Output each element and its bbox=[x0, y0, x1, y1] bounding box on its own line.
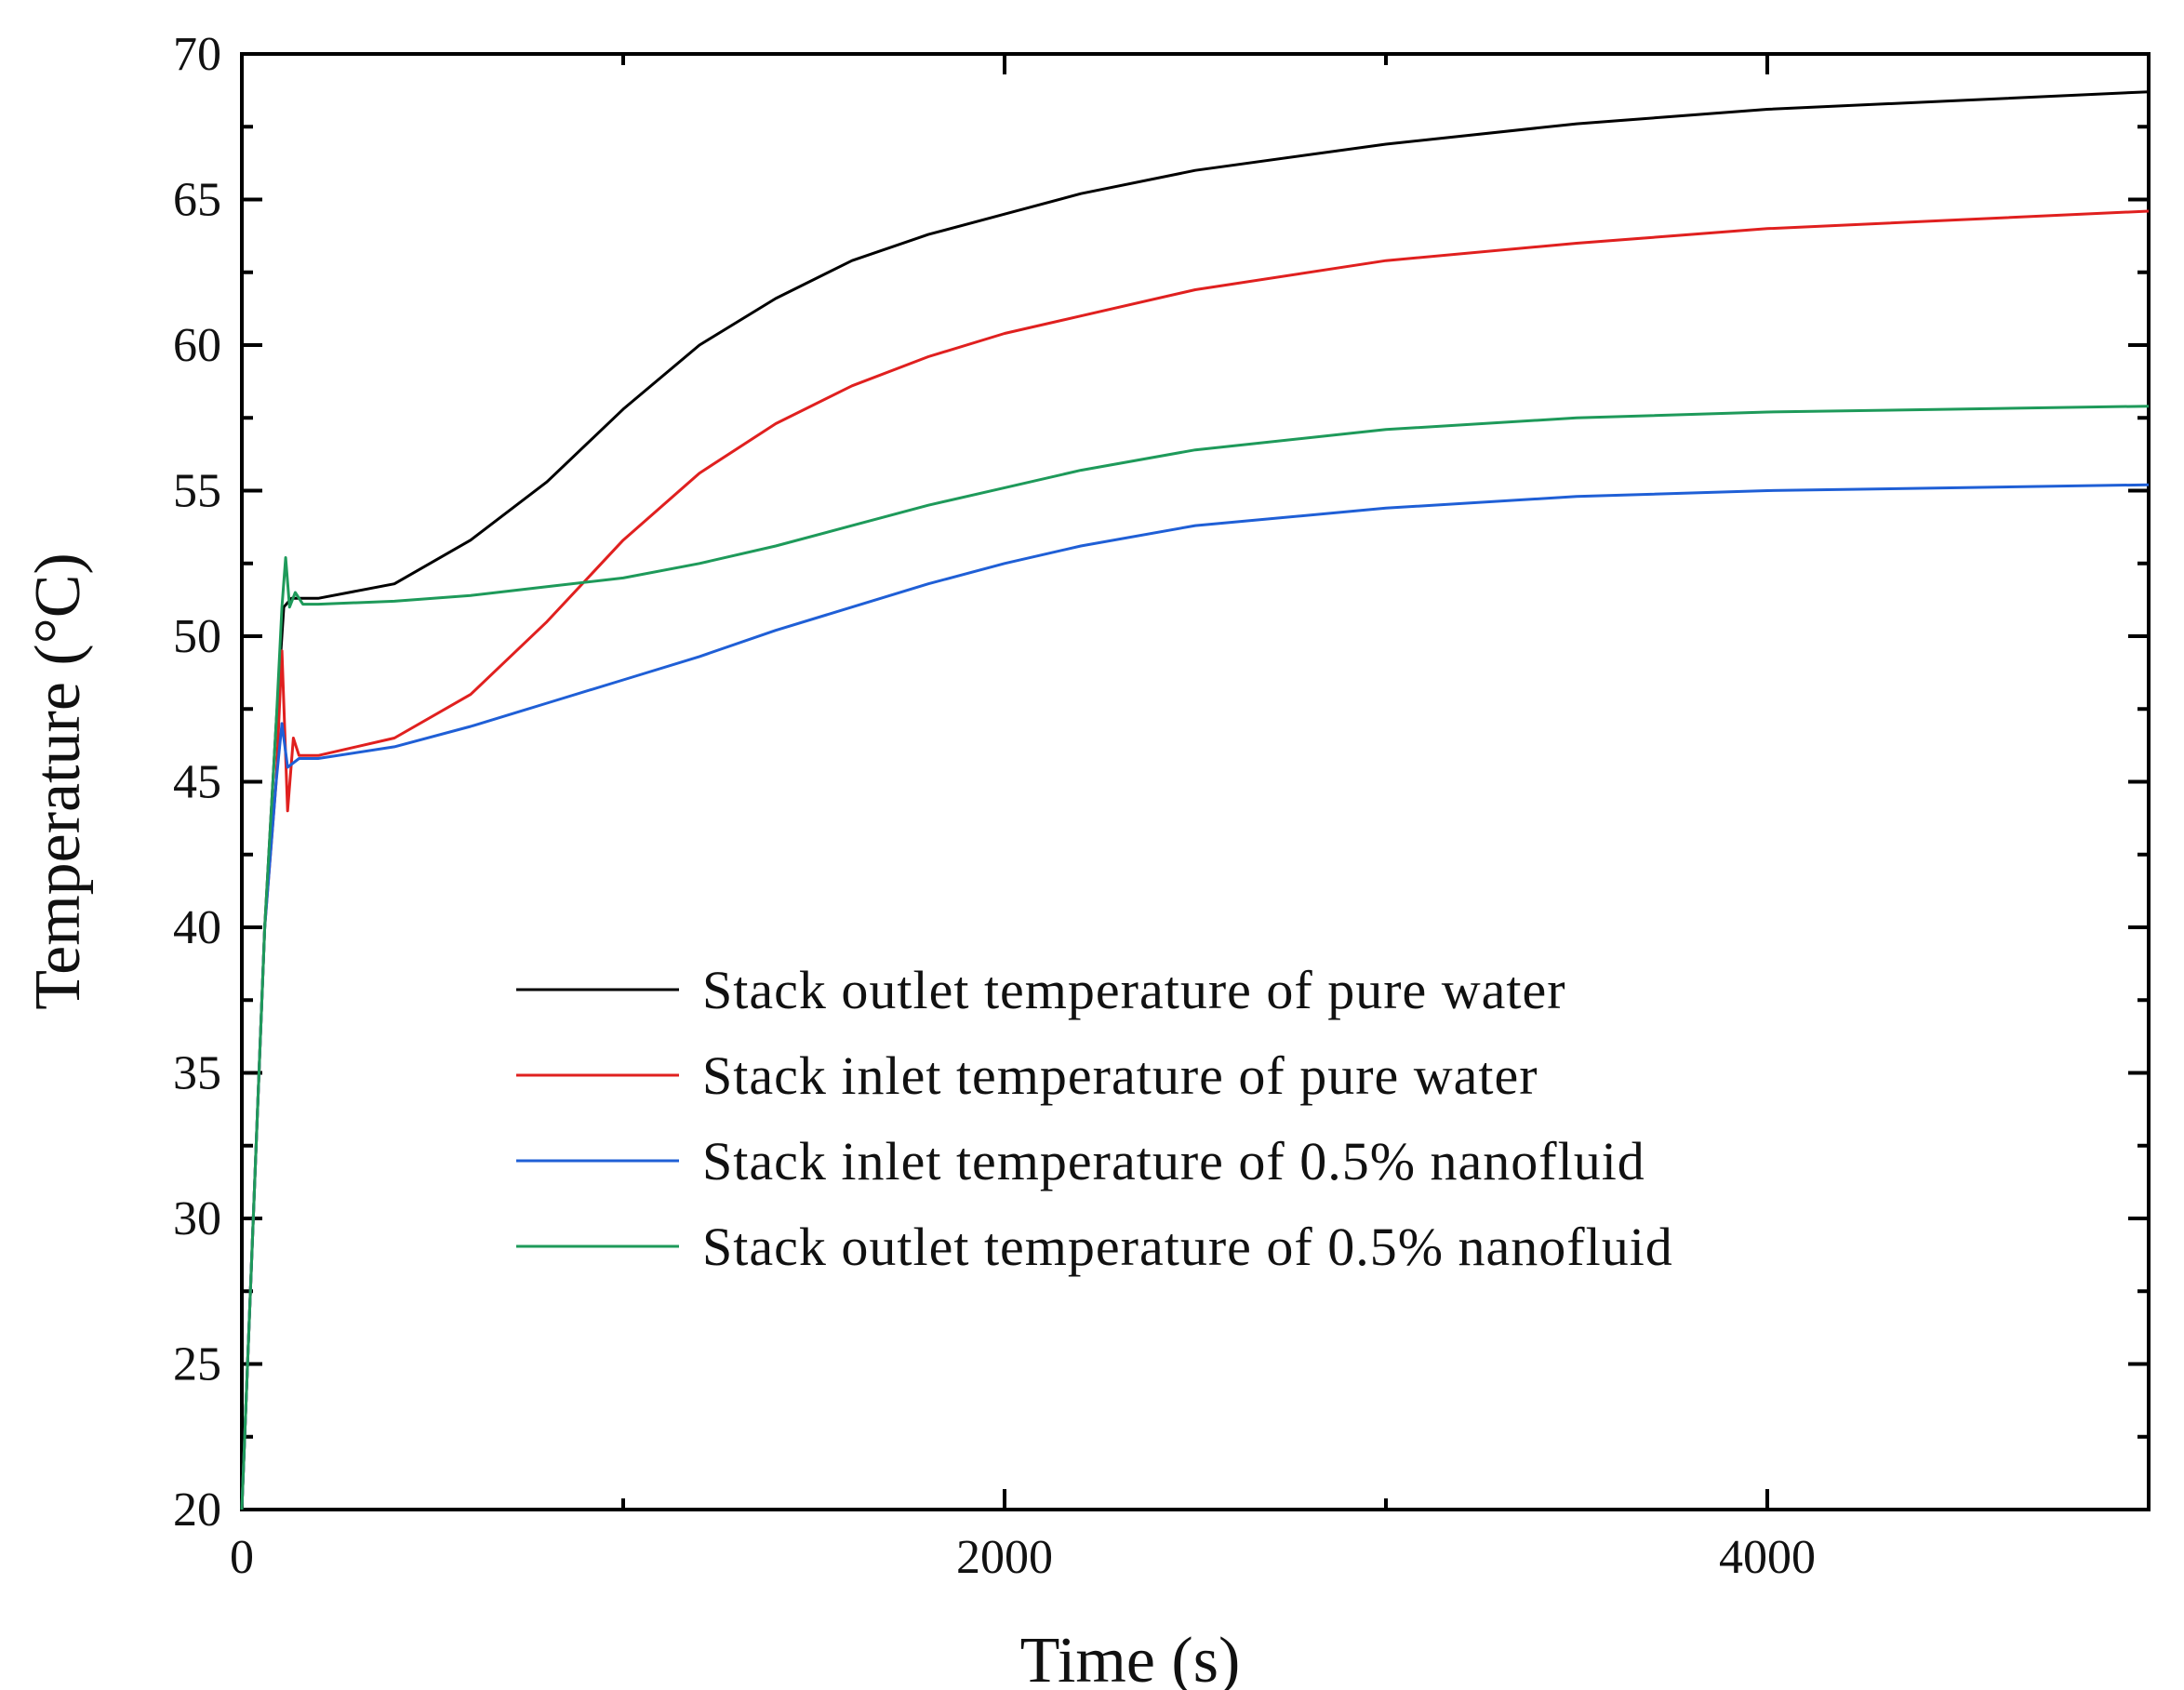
series-layer bbox=[240, 90, 2150, 1510]
y-tick-label: 20 bbox=[173, 1484, 221, 1537]
axis-tick-labels: 20 25 30 35 40 45 50 55 60 65 70 0 2000 4000 bbox=[173, 28, 1816, 1584]
x-tick-label: 4000 bbox=[1719, 1531, 1816, 1584]
legend-label-3: Stack inlet temperature of 0.5% nanoflui… bbox=[702, 1131, 1645, 1191]
series-line-2 bbox=[240, 209, 2150, 1510]
y-axis-title: Temperature (°C) bbox=[22, 552, 94, 1009]
legend-label-4: Stack outlet temperature of 0.5% nanoflu… bbox=[702, 1217, 1673, 1277]
x-tick-label: 0 bbox=[230, 1531, 254, 1584]
y-tick-label: 60 bbox=[173, 319, 221, 372]
legend-label-2: Stack inlet temperature of pure water bbox=[702, 1045, 1538, 1106]
plot-frame bbox=[240, 52, 2151, 1511]
axis-ticks bbox=[240, 52, 2151, 1511]
y-tick-label: 40 bbox=[173, 901, 221, 954]
series-line-3 bbox=[240, 483, 2150, 1510]
y-tick-label: 25 bbox=[173, 1338, 221, 1391]
legend-label-1: Stack outlet temperature of pure water bbox=[702, 960, 1566, 1020]
y-tick-label: 30 bbox=[173, 1192, 221, 1245]
x-axis-title: Time (s) bbox=[1020, 1625, 1241, 1690]
y-tick-label: 70 bbox=[173, 28, 221, 81]
y-tick-label: 55 bbox=[173, 465, 221, 518]
series-line-4 bbox=[240, 405, 2150, 1510]
x-tick-label: 2000 bbox=[956, 1531, 1053, 1584]
y-tick-label: 50 bbox=[173, 610, 221, 663]
series-line-1 bbox=[240, 90, 2150, 1510]
legend: Stack outlet temperature of pure water St… bbox=[516, 960, 1673, 1277]
y-tick-label: 35 bbox=[173, 1047, 221, 1100]
y-tick-label: 65 bbox=[173, 174, 221, 227]
y-tick-label: 45 bbox=[173, 756, 221, 809]
